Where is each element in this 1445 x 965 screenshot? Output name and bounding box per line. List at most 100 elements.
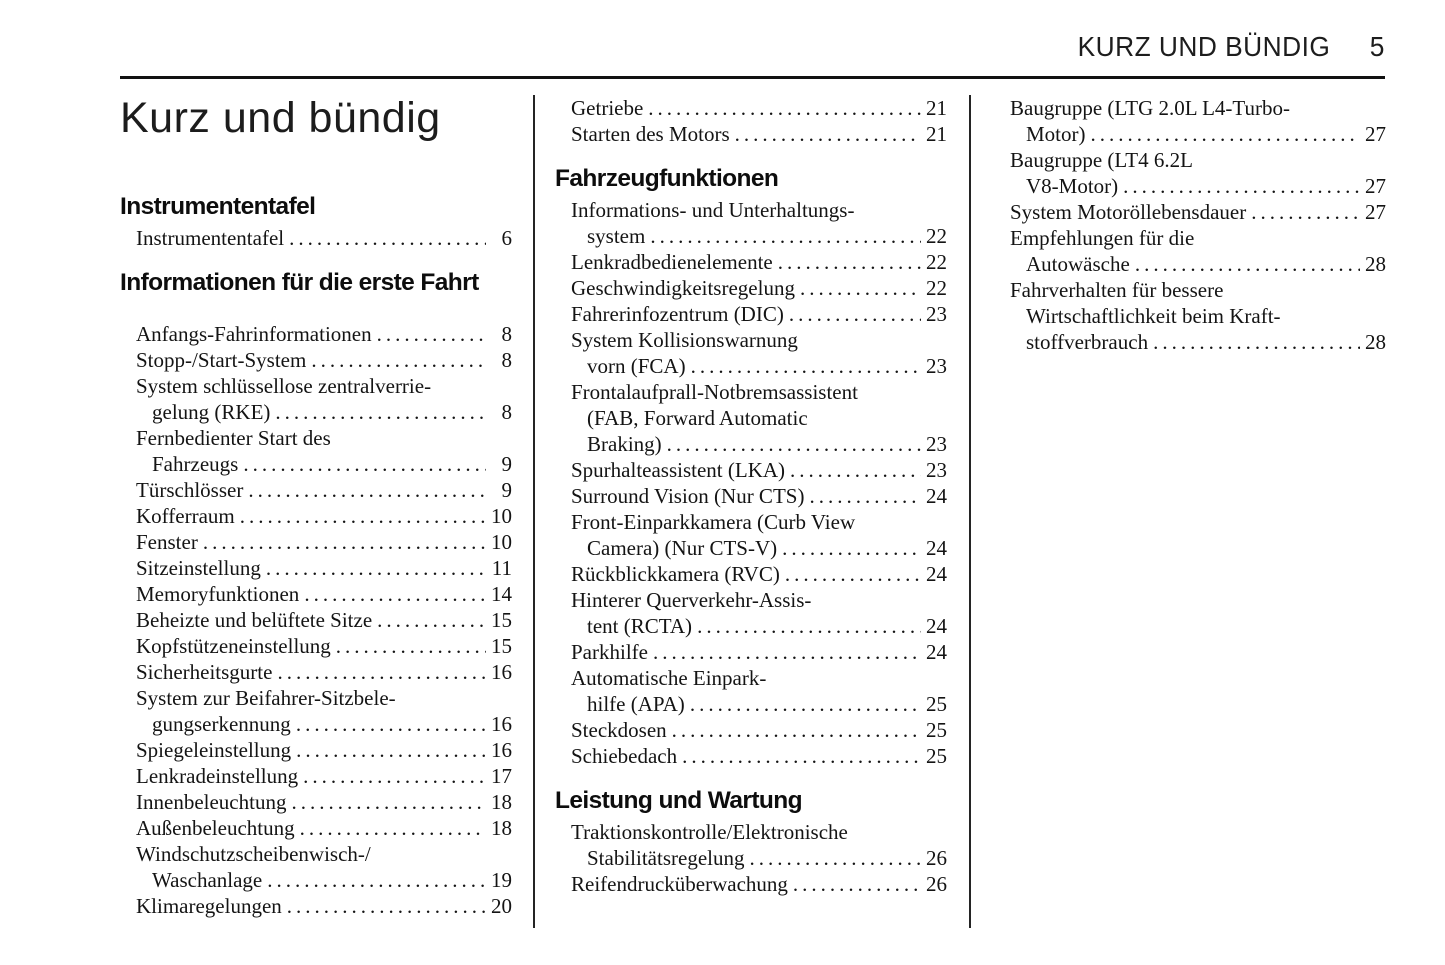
toc-entry-line: Stabilitätsregelung 26 (571, 845, 947, 871)
toc-entry-text: Motor) (1026, 122, 1086, 146)
toc-entry-text: Fahrerinfozentrum (DIC) (571, 302, 784, 326)
dot-leader (691, 353, 921, 379)
dot-leader (735, 121, 921, 147)
toc-entry: Surround Vision (Nur CTS) 24 (555, 483, 947, 509)
toc-page-number: 15 (491, 634, 512, 658)
toc-entry-text: Autowäsche (1026, 252, 1130, 276)
toc-entry-text: Front-Einparkkamera (Curb View (571, 510, 856, 534)
toc-entry-text: Außenbeleuchtung (136, 816, 295, 840)
running-header-title: KURZ UND BÜNDIG (1077, 31, 1331, 62)
toc-page-number: 8 (501, 348, 513, 372)
toc-entry-text: Stopp-/Start-System (136, 348, 307, 372)
dot-leader (277, 659, 486, 685)
toc-entry-line: Spiegeleinstellung 16 (136, 737, 512, 763)
toc-entry-text: Lenkradeinstellung (136, 764, 299, 788)
running-header: KURZ UND BÜNDIG 5 (1078, 31, 1385, 63)
toc-entry-line: Baugruppe (LT4 6.2L (1010, 147, 1386, 173)
toc-entry-line: Instrumententafel 6 (136, 225, 512, 251)
toc-entry: Baugruppe (LTG 2.0L L4-Turbo-Motor) 27 (994, 95, 1386, 147)
toc-entry-text: Schiebedach (571, 744, 678, 768)
toc-page-number: 28 (1365, 330, 1386, 354)
toc-entry-text: Kofferraum (136, 504, 235, 528)
toc-page-number: 16 (491, 660, 512, 684)
dot-leader (240, 503, 486, 529)
toc-entry: Lenkradbedienelemente 22 (555, 249, 947, 275)
toc-entry-line: tent (RCTA) 24 (571, 613, 947, 639)
dot-leader (300, 815, 486, 841)
dot-leader (690, 691, 921, 717)
toc-column-1: Kurz und bündig Instrumententafel Instrum… (120, 95, 512, 919)
toc-entry-text: Reifendrucküberwachung (571, 872, 788, 896)
toc-page-number: 25 (926, 718, 947, 742)
toc-page-number: 26 (926, 846, 947, 870)
toc-entry: Kopfstützeneinstellung 15 (120, 633, 512, 659)
toc-entry-text: Fernbedienter Start des (136, 426, 331, 450)
toc-entry-text: Baugruppe (LT4 6.2L (1010, 148, 1193, 172)
toc-entry-line: Windschutzscheibenwisch-/ (136, 841, 512, 867)
dot-leader (266, 555, 486, 581)
toc-section: Fahrzeugfunktionen Informations- und Unte… (555, 165, 947, 769)
toc-entry-line: Baugruppe (LTG 2.0L L4-Turbo- (1010, 95, 1386, 121)
toc-entry-line: Klimaregelungen 20 (136, 893, 512, 919)
toc-entry: Geschwindigkeitsregelung 22 (555, 275, 947, 301)
toc-entry-line: Lenkradeinstellung 17 (136, 763, 512, 789)
toc-entry-list: Baugruppe (LTG 2.0L L4-Turbo-Motor)27Bau… (994, 95, 1386, 355)
toc-page-number: 9 (501, 478, 513, 502)
dot-leader (653, 639, 921, 665)
toc-entry-line: hilfe (APA) 25 (571, 691, 947, 717)
toc-entry-list: Anfangs-Fahrinformationen8Stopp-/Start-S… (120, 321, 512, 919)
toc-entry: Traktionskontrolle/Elektronische Stabilit… (555, 819, 947, 871)
section-heading: Fahrzeugfunktionen (555, 165, 779, 192)
toc-entry-text: Windschutzscheibenwisch-/ (136, 842, 371, 866)
toc-entry-text: vorn (FCA) (587, 354, 686, 378)
toc-page-number: 19 (491, 868, 512, 892)
dot-leader (682, 743, 921, 769)
toc-column-3: Baugruppe (LTG 2.0L L4-Turbo-Motor)27Bau… (994, 95, 1386, 355)
toc-entry: Anfangs-Fahrinformationen 8 (120, 321, 512, 347)
toc-entry-text: Sicherheitsgurte (136, 660, 273, 684)
toc-section: Leistung und Wartung Traktionskontrolle/E… (555, 787, 947, 897)
toc-page-number: 9 (501, 452, 513, 476)
toc-entry-line: System Kollisionswarnung (571, 327, 947, 353)
toc-entry: Türschlösser 9 (120, 477, 512, 503)
toc-entry-line: System schlüssellose zentralverrie- (136, 373, 512, 399)
toc-entry-text: Braking) (587, 432, 662, 456)
toc-entry: Instrumententafel 6 (120, 225, 512, 251)
toc-entry-line: Schiebedach 25 (571, 743, 947, 769)
toc-entry: Spurhalteassistent (LKA) 23 (555, 457, 947, 483)
toc-entry-text: (FAB, Forward Automatic (587, 406, 808, 430)
toc-entry-line: Beheizte und belüftete Sitze 15 (136, 607, 512, 633)
toc-page-number: 24 (926, 536, 947, 560)
toc-entry-text: System Kollisionswarnung (571, 328, 798, 352)
toc-entry: Stopp-/Start-System 8 (120, 347, 512, 373)
toc-page-number: 11 (491, 556, 512, 580)
toc-entry-text: Rückblickkamera (RVC) (571, 562, 780, 586)
dot-leader (304, 581, 486, 607)
toc-entry-text: gelung (RKE) (152, 400, 271, 424)
toc-entry-line: Kopfstützeneinstellung 15 (136, 633, 512, 659)
dot-leader (287, 893, 486, 919)
toc-entry: Schiebedach 25 (555, 743, 947, 769)
toc-entry-line: Motor) 27 (1010, 121, 1386, 147)
toc-entry: Spiegeleinstellung 16 (120, 737, 512, 763)
column-divider (533, 95, 535, 928)
toc-entry-line: Informations- und Unterhaltungs- (571, 197, 947, 223)
toc-entry-text: System zur Beifahrer-Sitzbele- (136, 686, 396, 710)
toc-page-number: 24 (926, 640, 947, 664)
toc-entry-text: Innenbeleuchtung (136, 790, 287, 814)
toc-entry: Front-Einparkkamera (Curb View Camera) (N… (555, 509, 947, 561)
toc-page-number: 26 (926, 872, 947, 896)
toc-entry: Klimaregelungen 20 (120, 893, 512, 919)
toc-entry-line: Front-Einparkkamera (Curb View (571, 509, 947, 535)
dot-leader (303, 763, 486, 789)
toc-entry-line: Fenster 10 (136, 529, 512, 555)
toc-entry-text: Steckdosen (571, 718, 667, 742)
toc-entry-text: System Motoröllebensdauer (1010, 200, 1247, 224)
toc-entry-text: Surround Vision (Nur CTS) (571, 484, 805, 508)
toc-entry-text: Parkhilfe (571, 640, 648, 664)
toc-entry-list: Instrumententafel 6 (120, 225, 512, 251)
section-heading: Informationen für die erste Fahrt (120, 269, 479, 296)
